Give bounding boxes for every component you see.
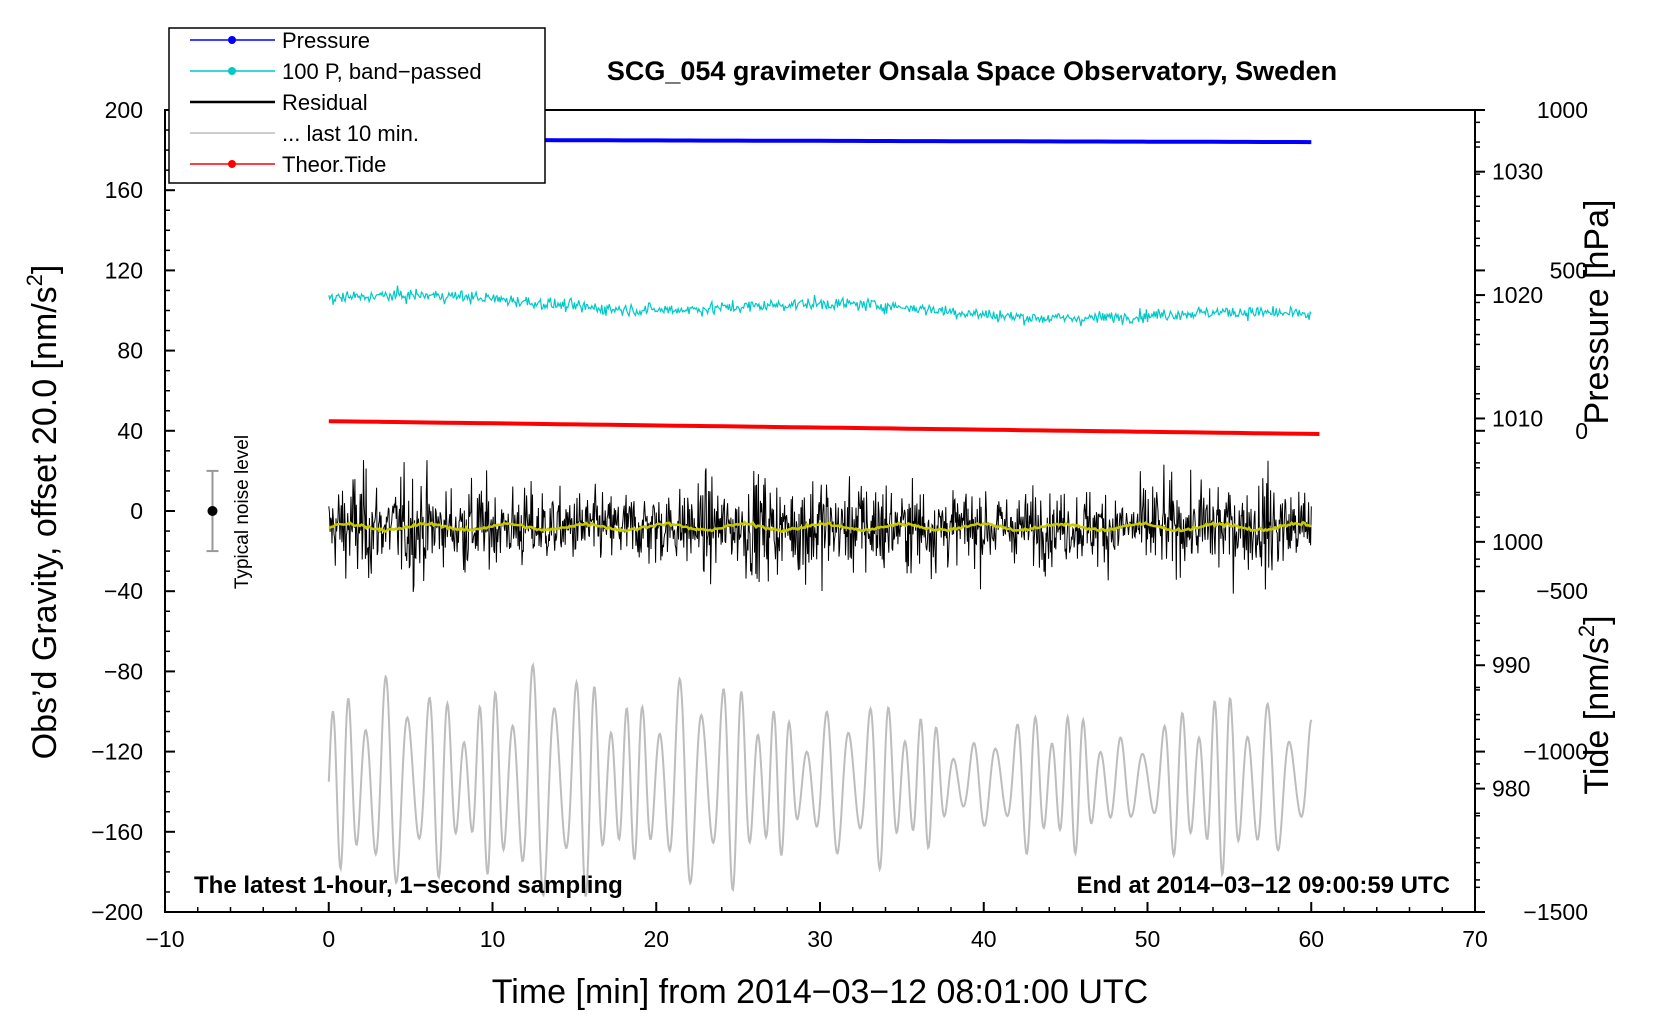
- tide-axis-ticks: 1000 500 0 −500 −1000 −1500: [1475, 97, 1588, 925]
- x-tick-label: −10: [145, 926, 184, 952]
- tide-tick-label: −1500: [1523, 899, 1588, 925]
- legend-marker-bandpassed: [228, 67, 236, 75]
- y-left-tick-label: 160: [105, 177, 143, 203]
- legend: Pressure 100 P, band−passed Residual ... la…: [168, 27, 546, 184]
- pressure-tick-label: 1010: [1492, 405, 1543, 431]
- legend-label-tide: Theor.Tide: [282, 152, 386, 177]
- y-left-tick-label: 0: [130, 498, 143, 524]
- x-tick-label: 50: [1135, 926, 1161, 952]
- y-left-tick-label: −120: [91, 739, 143, 765]
- y-left-axis-title-sup: 2: [22, 274, 47, 286]
- pressure-tick-label: 980: [1492, 776, 1530, 802]
- chart-title: SCG_054 gravimeter Onsala Space Observat…: [607, 56, 1337, 86]
- tide-axis-title-close: ]: [1578, 615, 1616, 624]
- x-tick-label: 40: [971, 926, 997, 952]
- legend-label-residual: Residual: [282, 90, 368, 115]
- y-left-tick-label: 40: [117, 418, 143, 444]
- x-axis-title: Time [min] from 2014−03−12 08:01:00 UTC: [492, 973, 1148, 1011]
- x-tick-label: 20: [643, 926, 669, 952]
- tide-axis-title-main: Tide [nm/s: [1578, 637, 1616, 794]
- y-left-tick-label: 120: [105, 257, 143, 283]
- series-last10-line: [327, 661, 1313, 898]
- tide-axis-title-sup: 2: [1574, 625, 1599, 637]
- annotation-right: End at 2014−03−12 09:00:59 UTC: [1076, 872, 1450, 899]
- x-tick-label: 30: [807, 926, 833, 952]
- tide-tick-label: −1000: [1523, 739, 1588, 765]
- pressure-tick-label: 990: [1492, 652, 1530, 678]
- y-left-axis-title-close: ]: [26, 265, 64, 274]
- noise-level-label: Typical noise level: [232, 435, 253, 589]
- y-left-axis-title: Obs’d Gravity, offset 20.0 [nm/s2]: [22, 265, 64, 760]
- tide-tick-label: 1000: [1537, 97, 1588, 123]
- x-tick-label: 10: [480, 926, 506, 952]
- series-group: [327, 137, 1320, 898]
- pressure-axis-ticks: 1030 1020 1010 1000 990 980: [1475, 121, 1543, 889]
- y-left-axis-title-main: Obs’d Gravity, offset 20.0 [nm/s: [26, 286, 64, 759]
- tide-tick-label: −500: [1536, 578, 1588, 604]
- y-left-tick-label: 80: [117, 338, 143, 364]
- y-left-axis-ticks: 200 160 120 80 40 0 −40 −80 −120 −160 −200: [91, 97, 175, 925]
- annotation-left: The latest 1-hour, 1−second sampling: [194, 872, 623, 899]
- x-axis-ticks: −10 0 10 20 30 40 50 60 70: [145, 902, 1488, 952]
- pressure-tick-label: 1000: [1492, 529, 1543, 555]
- y-left-tick-label: −80: [104, 658, 143, 684]
- series-bandpassed-line: [328, 285, 1312, 327]
- tide-axis-title: Tide [nm/s2]: [1574, 615, 1616, 794]
- y-left-tick-label: −160: [91, 819, 143, 845]
- noise-level-bar: [206, 469, 219, 553]
- series-tide-line: [328, 419, 1320, 436]
- legend-marker-tide: [228, 160, 236, 168]
- pressure-tick-label: 1020: [1492, 282, 1543, 308]
- y-left-tick-label: −200: [91, 899, 143, 925]
- legend-label-pressure: Pressure: [282, 28, 370, 53]
- legend-label-bandpassed: 100 P, band−passed: [282, 59, 482, 84]
- x-tick-label: 70: [1462, 926, 1488, 952]
- y-left-tick-label: −40: [104, 578, 143, 604]
- tide-tick-label: 500: [1550, 257, 1588, 283]
- noise-bar-dot: [207, 506, 218, 516]
- pressure-axis-title: Pressure [hPa]: [1578, 200, 1616, 425]
- legend-box: [168, 27, 546, 184]
- tide-tick-label: 0: [1575, 418, 1588, 444]
- series-residual-smoothed-line: [328, 520, 1312, 534]
- legend-marker-pressure: [228, 36, 236, 44]
- x-tick-label: 0: [322, 926, 335, 952]
- y-left-tick-label: 200: [105, 97, 143, 123]
- x-tick-label: 60: [1298, 926, 1324, 952]
- legend-label-last10: ... last 10 min.: [282, 121, 419, 146]
- pressure-tick-label: 1030: [1492, 159, 1543, 185]
